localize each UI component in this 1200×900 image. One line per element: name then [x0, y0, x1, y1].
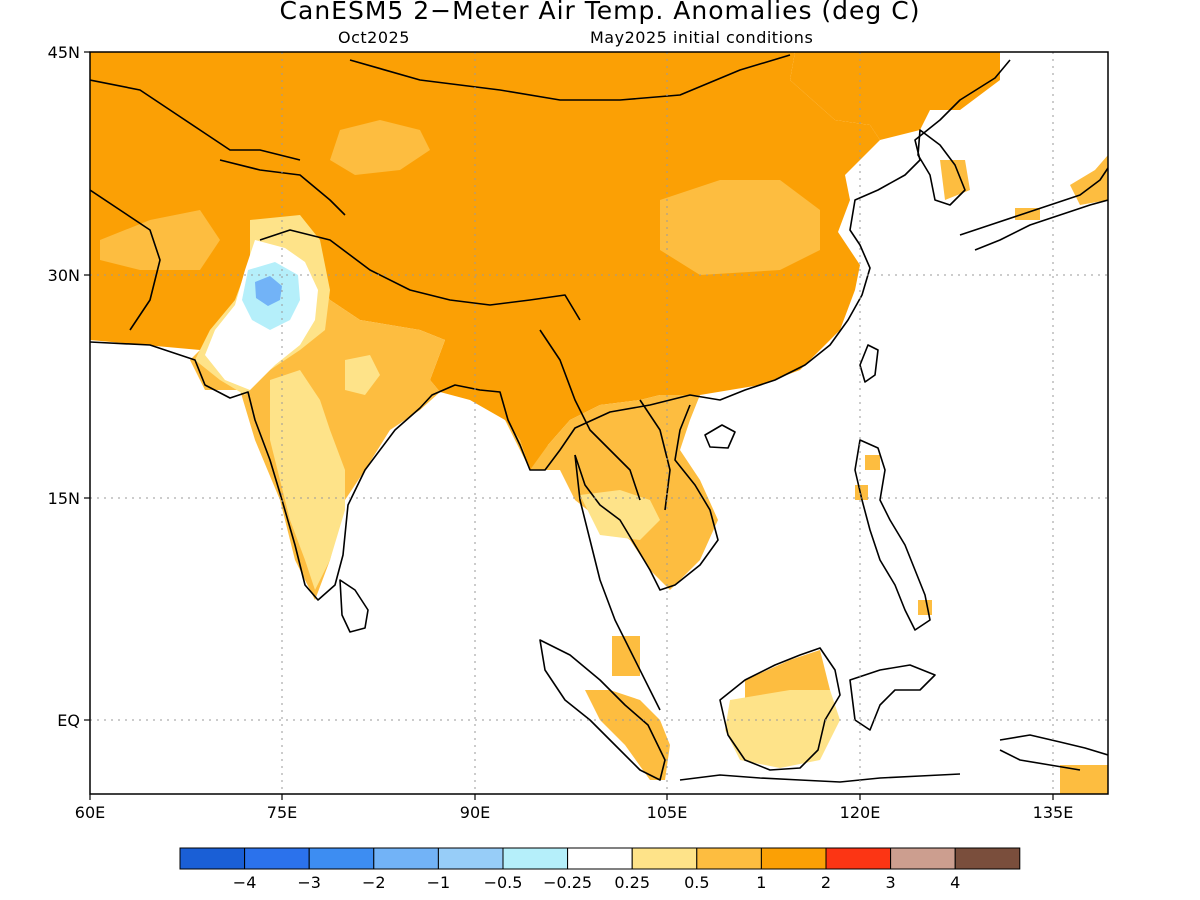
coast-srilanka — [339, 579, 369, 633]
colorbar-swatch — [179, 847, 246, 870]
anomaly-1-to-2-north — [790, 52, 1000, 140]
colorbar-label: −1 — [427, 873, 451, 892]
coast-japan — [959, 167, 1108, 251]
lon-label-90e: 90E — [460, 803, 490, 822]
anomaly-0.5-to-1-sumatra — [585, 690, 670, 780]
lat-label-45n: 45N — [48, 43, 80, 62]
coastlines — [90, 54, 1108, 783]
border-himalaya — [219, 159, 581, 321]
colorbar-label: −3 — [297, 873, 321, 892]
lat-label-eq: EQ — [57, 711, 80, 730]
colorbar-label: 2 — [821, 873, 831, 892]
anomaly-0.5-to-1-japan — [1070, 155, 1108, 205]
coast-sumatra — [539, 639, 666, 781]
coast-borneo — [719, 647, 841, 771]
coast-indochina — [574, 404, 719, 591]
anomaly-0.5-to-1-korea — [940, 160, 970, 200]
anomaly-fields — [90, 52, 1108, 794]
coast-sulawesi — [849, 664, 936, 731]
anomaly-0.25-to-0.5-thailand — [580, 490, 660, 540]
colorbar-swatch — [760, 847, 827, 870]
colorbar-swatch — [567, 847, 633, 870]
coast-korea — [917, 129, 966, 206]
colorbar-swatch — [825, 847, 892, 870]
anomaly-0.5-to-1-newguinea — [1060, 765, 1108, 794]
map-frame — [89, 51, 1109, 795]
colorbar-swatch — [244, 847, 310, 870]
anomaly-0.5-to-1-china — [660, 180, 820, 275]
anomaly-neg-1-to-neg-0.5 — [255, 276, 282, 306]
colorbar-swatch — [631, 847, 698, 870]
anomaly-0.25-to-0.5-india-center — [345, 355, 380, 395]
chart-title: CanESM5 2−Meter Air Temp. Anomalies (deg… — [279, 0, 921, 25]
colorbar-swatch — [373, 847, 439, 870]
anomaly-0.5-to-1-malaya — [612, 636, 640, 676]
coast-java-lesser-sunda — [679, 773, 961, 783]
border-afghanistan-iran — [90, 189, 161, 331]
coast-malay-peninsula — [574, 454, 661, 711]
border-central-asia — [90, 54, 791, 161]
border-southeast-asia — [539, 329, 671, 511]
colorbar-swatch — [696, 847, 762, 870]
anomaly-0.25-to-0.5-borneo — [725, 690, 840, 768]
coast-hainan — [704, 424, 736, 449]
colorbar-label: 3 — [886, 873, 896, 892]
anomaly-0.25-to-0.5-india — [270, 370, 345, 590]
anomaly-0.5-to-1-borneo — [745, 650, 830, 700]
initial-conditions: May2025 initial conditions — [590, 28, 814, 47]
colorbar-label: 1 — [756, 873, 766, 892]
coast-philippines — [854, 439, 931, 631]
coast-arabian-india-bay — [90, 59, 1011, 601]
forecast-month: Oct2025 — [338, 28, 410, 47]
colorbar-swatch — [954, 847, 1021, 870]
lat-label-15n: 15N — [48, 489, 80, 508]
colorbar-swatch — [437, 847, 504, 870]
longitude-labels: 60E 75E 90E 105E 120E 135E — [75, 803, 1074, 822]
latitude-labels: 45N 30N 15N EQ — [48, 43, 80, 730]
colorbar-label: −4 — [233, 873, 257, 892]
colorbar-label: −0.25 — [543, 873, 592, 892]
coast-newguinea — [999, 734, 1108, 771]
coast-taiwan — [859, 344, 879, 383]
colorbar: −4 −3 −2 −1 −0.5 −0.25 0.25 0.5 1 2 3 4 — [179, 847, 1021, 892]
anomaly-0.5-to-1-west — [100, 210, 220, 270]
colorbar-label: 0.25 — [614, 873, 650, 892]
colorbar-label: −2 — [362, 873, 386, 892]
colorbar-swatch — [502, 847, 569, 870]
colorbar-swatch — [308, 847, 375, 870]
colorbar-label: 4 — [950, 873, 960, 892]
axis-ticks — [84, 51, 1054, 800]
lon-label-60e: 60E — [75, 803, 105, 822]
lat-label-30n: 30N — [48, 266, 80, 285]
colorbar-label: 0.5 — [684, 873, 709, 892]
lon-label-120e: 120E — [840, 803, 881, 822]
anomaly-0.5-to-1-philippines — [855, 208, 1040, 615]
gridlines — [90, 52, 1108, 794]
anomaly-0.5-to-1-tibet — [330, 120, 430, 175]
lon-label-75e: 75E — [267, 803, 297, 822]
lon-label-105e: 105E — [647, 803, 688, 822]
colorbar-label: −0.5 — [484, 873, 523, 892]
colorbar-swatch — [890, 847, 956, 870]
lon-label-135e: 135E — [1033, 803, 1074, 822]
